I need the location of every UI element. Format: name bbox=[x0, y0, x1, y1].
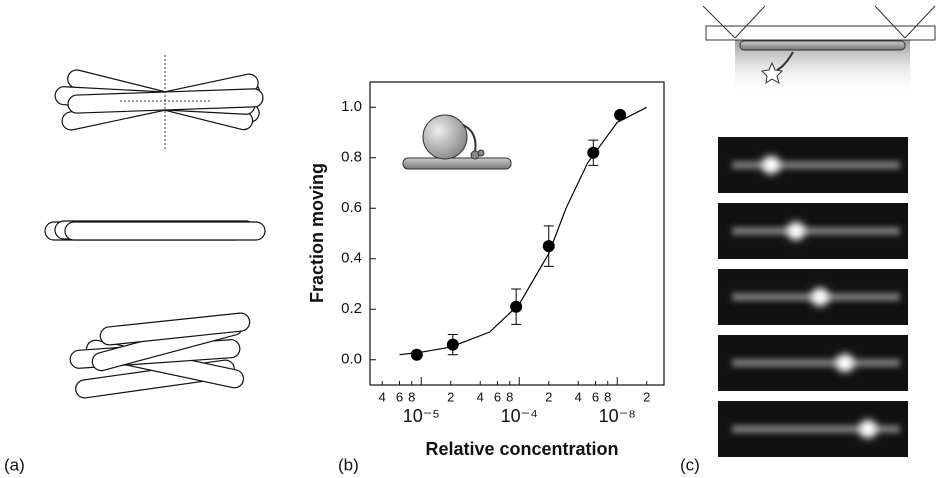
x-tick-label-minor: 2 bbox=[447, 389, 454, 404]
plot-frame bbox=[369, 81, 665, 386]
x-tick-label-minor: 8 bbox=[408, 389, 415, 404]
x-axis-title: Relative concentration bbox=[425, 439, 618, 459]
data-point bbox=[410, 348, 423, 361]
rod-bundle-middle bbox=[44, 220, 266, 241]
y-tick-label: 0.0 bbox=[341, 351, 362, 368]
y-tick-label: 0.8 bbox=[341, 149, 362, 166]
panel-label: (c) bbox=[680, 455, 700, 474]
bead-inset bbox=[402, 114, 512, 170]
x-tick-label-minor: 2 bbox=[643, 389, 650, 404]
y-tick-label: 0.6 bbox=[341, 199, 362, 216]
y-axis-title: Fraction moving bbox=[307, 163, 327, 303]
data-point bbox=[510, 300, 523, 313]
rod-bundle-bottom bbox=[69, 312, 251, 399]
y-tick-label: 0.2 bbox=[341, 300, 362, 317]
x-tick-label-major: 10⁻⁸ bbox=[599, 406, 636, 426]
x-tick-label-minor: 4 bbox=[477, 389, 484, 404]
fluorophore-spot bbox=[762, 156, 780, 174]
y-tick-label: 1.0 bbox=[341, 98, 362, 115]
data-point bbox=[446, 338, 459, 351]
panel-label: (b) bbox=[338, 455, 359, 474]
data-point bbox=[542, 240, 555, 253]
rod-bundle-top bbox=[54, 55, 264, 150]
x-tick-label-minor: 2 bbox=[545, 389, 552, 404]
fluorophore-spot bbox=[811, 288, 829, 306]
x-tick-label-minor: 6 bbox=[592, 389, 599, 404]
filament-glow bbox=[732, 161, 900, 169]
x-tick-label-minor: 8 bbox=[604, 389, 611, 404]
fluorophore-spot bbox=[787, 222, 805, 240]
x-tick-label-minor: 4 bbox=[575, 389, 582, 404]
filament-glow bbox=[732, 359, 900, 367]
x-tick-label-minor: 8 bbox=[506, 389, 513, 404]
fluorophore-spot bbox=[836, 354, 854, 372]
y-tick-label: 0.4 bbox=[341, 250, 362, 267]
filament-glow bbox=[732, 227, 900, 235]
x-tick-label-minor: 4 bbox=[379, 389, 386, 404]
fluorophore-spot bbox=[859, 420, 877, 438]
x-tick-label-major: 10⁻⁵ bbox=[403, 406, 440, 426]
x-tick-label-minor: 6 bbox=[494, 389, 501, 404]
x-tick-label-minor: 6 bbox=[396, 389, 403, 404]
data-point bbox=[587, 146, 600, 159]
filament-glow bbox=[732, 425, 900, 433]
panel-label: (a) bbox=[4, 455, 25, 474]
data-point bbox=[614, 108, 627, 121]
tirf-diagram bbox=[702, 5, 936, 95]
fit-curve bbox=[399, 106, 647, 356]
image-frames bbox=[718, 137, 908, 457]
x-tick-label-major: 10⁻⁴ bbox=[501, 406, 538, 426]
